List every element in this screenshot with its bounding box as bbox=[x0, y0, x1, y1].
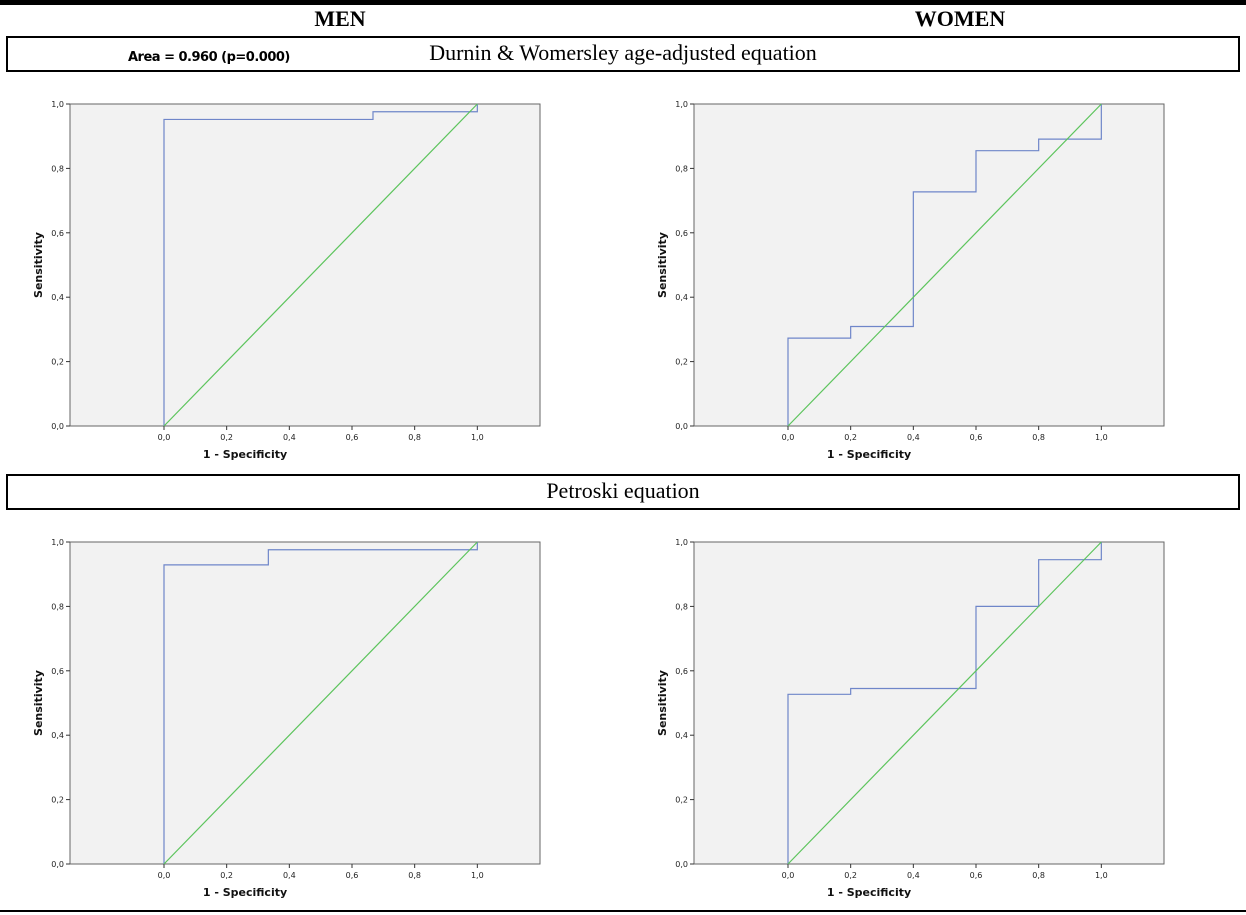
column-header-women: WOMEN bbox=[914, 6, 1006, 31]
x-axis-label: 1 - Specificity bbox=[203, 886, 287, 899]
y-tick-label: 0,2 bbox=[51, 358, 64, 367]
x-tick-label: 0,6 bbox=[346, 871, 359, 880]
y-tick-label: 0,6 bbox=[675, 667, 688, 676]
roc-panel-men-durnin: 0,0 0,2 0,4 0,6 0,8 1,0 0,0 0,2 0,4 0,6 0,8 1,0 1 - … bbox=[0, 80, 620, 465]
x-tick-label: 0,2 bbox=[844, 871, 857, 880]
x-tick-label: 1,0 bbox=[471, 871, 484, 880]
y-tick-label: 0,8 bbox=[675, 602, 688, 611]
y-tick-label: 0,4 bbox=[675, 293, 688, 302]
y-tick-label: 0,0 bbox=[51, 422, 64, 431]
y-tick-label: 0,2 bbox=[675, 796, 688, 805]
y-tick-label: 0,6 bbox=[51, 229, 64, 238]
roc-chart-women-petroski: 0,0 0,2 0,4 0,6 0,8 1,0 0,0 0,2 0,4 0,6 0,8 1,0 1 - … bbox=[656, 538, 1165, 899]
plot-area bbox=[69, 541, 541, 865]
x-tick-label: 0,2 bbox=[220, 871, 233, 880]
roc-chart-women-durnin: 0,0 0,2 0,4 0,6 0,8 1,0 0,0 0,2 0,4 0,6 0,8 1,0 1 - … bbox=[656, 100, 1165, 461]
x-tick-label: 0,8 bbox=[408, 433, 421, 442]
y-tick-label: 0,4 bbox=[51, 293, 64, 302]
x-tick-label: 0,2 bbox=[844, 433, 857, 442]
y-tick-label: 0,2 bbox=[51, 796, 64, 805]
x-tick-label: 0,0 bbox=[158, 871, 171, 880]
y-tick-label: 1,0 bbox=[675, 538, 688, 547]
y-axis-label: Sensitivity bbox=[656, 232, 669, 298]
plot-area bbox=[693, 103, 1165, 427]
y-axis-label: Sensitivity bbox=[32, 670, 45, 736]
x-tick-label: 0,0 bbox=[782, 871, 795, 880]
column-header-men: MEN bbox=[314, 6, 366, 31]
x-tick-label: 1,0 bbox=[1095, 433, 1108, 442]
roc-curve bbox=[163, 104, 478, 426]
roc-chart-men-petroski: 0,0 0,2 0,4 0,6 0,8 1,0 0,0 0,2 0,4 0,6 0,8 1,0 1 - … bbox=[32, 538, 541, 899]
x-tick-label: 0,4 bbox=[907, 871, 920, 880]
bottom-rule bbox=[0, 910, 1246, 912]
x-tick-label: 0,0 bbox=[158, 433, 171, 442]
roc-curve bbox=[787, 542, 1102, 864]
roc-chart-men-durnin: 0,0 0,2 0,4 0,6 0,8 1,0 0,0 0,2 0,4 0,6 0,8 1,0 1 - … bbox=[32, 100, 541, 461]
x-tick-label: 0,2 bbox=[220, 433, 233, 442]
x-tick-label: 0,8 bbox=[1032, 433, 1045, 442]
roc-panel-women-durnin: 0,0 0,2 0,4 0,6 0,8 1,0 0,0 0,2 0,4 0,6 0,8 1,0 1 - … bbox=[624, 80, 1244, 465]
section-petroski-header: Petroski equation bbox=[6, 474, 1240, 510]
x-tick-label: 0,0 bbox=[782, 433, 795, 442]
y-tick-label: 0,8 bbox=[675, 164, 688, 173]
x-tick-label: 0,4 bbox=[907, 433, 920, 442]
y-axis-label: Sensitivity bbox=[32, 232, 45, 298]
x-tick-label: 1,0 bbox=[471, 433, 484, 442]
x-tick-label: 1,0 bbox=[1095, 871, 1108, 880]
plot-area bbox=[693, 541, 1165, 865]
x-tick-label: 0,6 bbox=[970, 433, 983, 442]
y-tick-label: 1,0 bbox=[51, 538, 64, 547]
y-tick-label: 0,8 bbox=[51, 164, 64, 173]
y-tick-label: 0,6 bbox=[675, 229, 688, 238]
x-tick-label: 0,6 bbox=[970, 871, 983, 880]
y-tick-label: 0,0 bbox=[51, 860, 64, 869]
section-title: Durnin & Womersley age-adjusted equation bbox=[429, 40, 817, 65]
top-rule bbox=[0, 0, 1246, 5]
y-tick-label: 1,0 bbox=[675, 100, 688, 109]
y-tick-label: 0,0 bbox=[675, 860, 688, 869]
y-tick-label: 0,0 bbox=[675, 422, 688, 431]
section-title: Petroski equation bbox=[546, 478, 700, 503]
y-tick-label: 0,4 bbox=[675, 731, 688, 740]
x-axis-label: 1 - Specificity bbox=[827, 448, 911, 461]
x-axis-label: 1 - Specificity bbox=[203, 448, 287, 461]
x-tick-label: 0,8 bbox=[1032, 871, 1045, 880]
x-tick-label: 0,6 bbox=[346, 433, 359, 442]
y-tick-label: 0,4 bbox=[51, 731, 64, 740]
roc-curve bbox=[163, 542, 478, 864]
reference-diagonal bbox=[163, 541, 478, 865]
reference-diagonal bbox=[787, 541, 1102, 865]
plot-area bbox=[69, 103, 541, 427]
reference-diagonal bbox=[163, 103, 478, 427]
x-tick-label: 0,4 bbox=[283, 433, 296, 442]
x-tick-label: 0,8 bbox=[408, 871, 421, 880]
y-tick-label: 0,2 bbox=[675, 358, 688, 367]
area-overlay-text: Area = 0.960 (p=0.000) bbox=[128, 50, 290, 65]
reference-diagonal bbox=[787, 103, 1102, 427]
roc-curve bbox=[787, 104, 1102, 426]
y-tick-label: 1,0 bbox=[51, 100, 64, 109]
roc-panel-men-petroski: 0,0 0,2 0,4 0,6 0,8 1,0 0,0 0,2 0,4 0,6 0,8 1,0 1 - … bbox=[0, 518, 620, 903]
x-tick-label: 0,4 bbox=[283, 871, 296, 880]
roc-panel-women-petroski: 0,0 0,2 0,4 0,6 0,8 1,0 0,0 0,2 0,4 0,6 0,8 1,0 1 - … bbox=[624, 518, 1244, 903]
x-axis-label: 1 - Specificity bbox=[827, 886, 911, 899]
section-durnin-header: Durnin & Womersley age-adjusted equation… bbox=[6, 36, 1240, 72]
y-axis-label: Sensitivity bbox=[656, 670, 669, 736]
y-tick-label: 0,8 bbox=[51, 602, 64, 611]
y-tick-label: 0,6 bbox=[51, 667, 64, 676]
